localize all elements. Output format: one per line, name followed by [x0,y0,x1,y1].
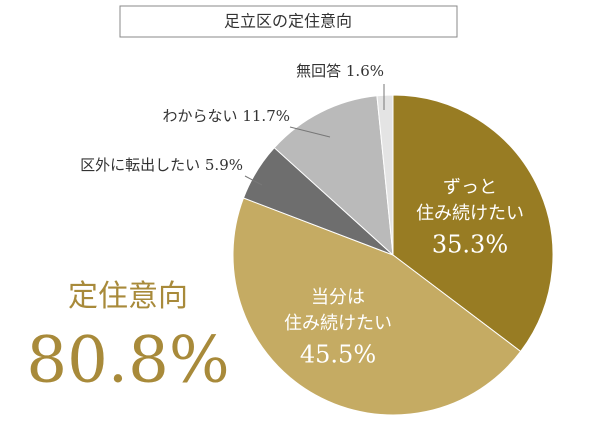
slice-label: 住み続けたい [416,203,524,224]
value-label: 5.9% [205,156,243,174]
value-label: 45.5% [300,341,376,369]
chart-title: 足立区の定住意向 [224,12,352,31]
slice-label: 当分は [311,287,365,308]
value-label: 1.6% [346,62,384,80]
outside-label: 無回答 1.6% [296,62,384,80]
pie-slice [392,94,554,353]
category-label: 区外に転出したい [80,156,200,174]
annotation-value: 80.8% [26,324,229,398]
slice-label: ずっと [443,177,497,198]
category-label: 無回答 [296,62,341,80]
title-box [119,5,458,38]
pie-slice [273,95,394,257]
slice-label: 住み続けたい [284,313,392,334]
pie-slice [376,94,394,256]
outside-label: わからない 11.7% [163,107,290,125]
pie-slice [232,197,522,416]
value-label: 11.7% [242,107,290,125]
leader-line [244,175,263,186]
annotation-label: 定住意向 [68,279,188,314]
outside-label: 区外に転出したい 5.9% [80,156,243,174]
category-label: わからない [163,107,238,125]
value-label: 35.3% [432,231,508,259]
leader-line [289,126,331,138]
